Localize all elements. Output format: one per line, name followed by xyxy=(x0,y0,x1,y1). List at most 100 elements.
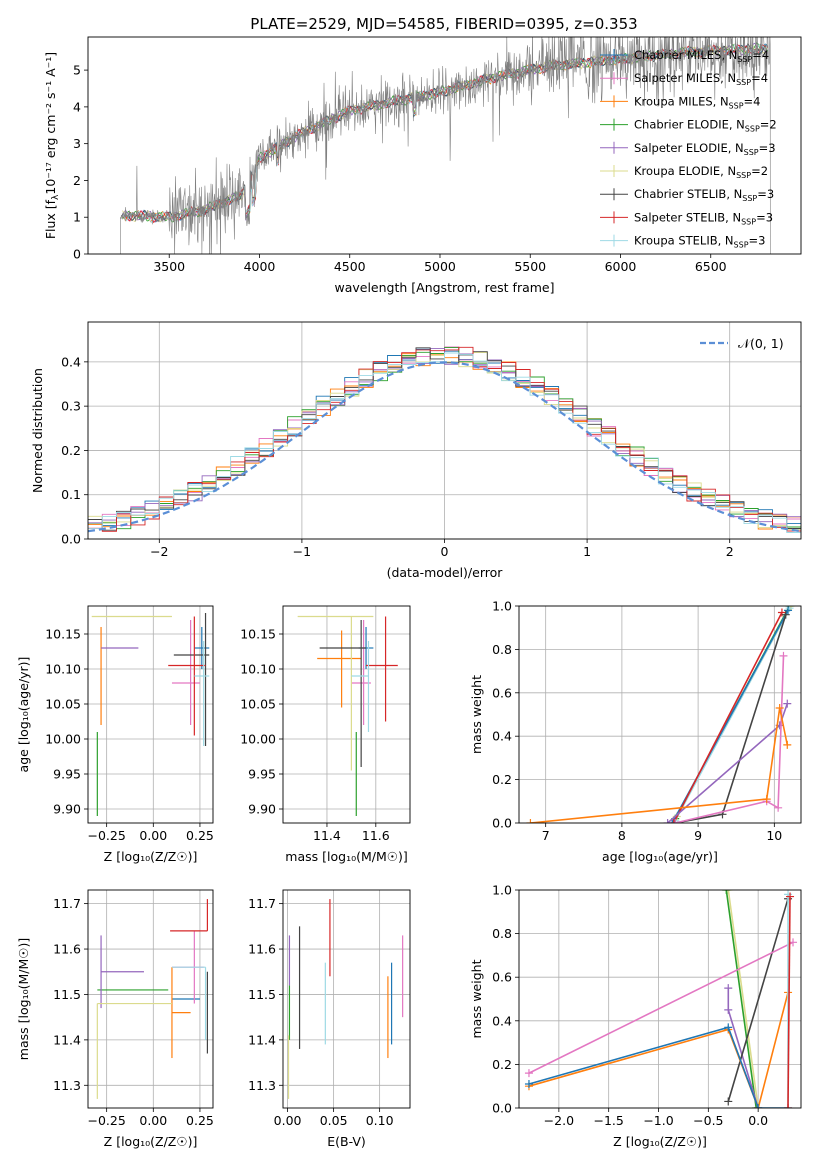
chart-age_vs_Z: −0.25 0.00 0.25 9.90 9.95 10.00 10.05 10.10 10.1… xyxy=(16,605,214,864)
y-tick-label: 0.2 xyxy=(492,772,512,787)
legend-label: Chabrier MILES, NSSP=4 xyxy=(634,48,769,64)
weight-line xyxy=(528,941,794,1074)
data-point xyxy=(171,967,191,1059)
weight-marker xyxy=(774,803,783,812)
y-tick-label: 0.3 xyxy=(61,399,81,414)
legend-entry: Kroupa MILES, NSSP=4 xyxy=(600,94,760,110)
y-tick-label: 11.6 xyxy=(248,942,276,957)
chart-weight_vs_Z: −2.0 −1.5 −1.0 −0.5 0.0 0.0 0.2 0.4 0.6 0.8 1.0 Z [… xyxy=(469,883,802,1149)
x-axis-label: Z [log₁₀(Z/Z☉)] xyxy=(104,849,198,864)
x-tick-label: 9 xyxy=(694,828,702,843)
y-tick-label: 11.7 xyxy=(248,896,276,911)
x-tick-label: 0.00 xyxy=(139,828,167,843)
y-tick-label: 0.2 xyxy=(61,443,81,458)
chart-mass_vs_ebv: 0.00 0.05 0.10 11.3 11.4 11.5 11.6 11.7 E(B-V) xyxy=(248,889,411,1149)
y-tick-label: 0.1 xyxy=(61,487,81,502)
axes-frame xyxy=(518,605,802,824)
x-tick-label: 0.25 xyxy=(186,828,214,843)
x-tick-label: −2 xyxy=(150,544,168,559)
weight-marker xyxy=(671,819,680,823)
y-axis-label: mass weight xyxy=(469,675,484,754)
legend-label: Kroupa STELIB, NSSP=3 xyxy=(634,234,765,250)
weight-marker xyxy=(784,1104,793,1108)
y-tick-label: 0 xyxy=(73,247,81,262)
x-tick-label: 6500 xyxy=(695,259,727,274)
x-tick-label: 5500 xyxy=(514,259,546,274)
y-tick-label: 9.90 xyxy=(248,802,276,817)
plot-area xyxy=(287,899,404,1099)
weight-marker xyxy=(669,819,678,823)
legend-label: Salpeter STELIB, NSSP=3 xyxy=(634,210,773,226)
weight-series xyxy=(526,703,792,823)
y-axis-label: Flux [fλ10⁻¹⁷ erg cm⁻² s⁻¹ A⁻¹] xyxy=(43,52,61,239)
legend-entry: Kroupa STELIB, NSSP=3 xyxy=(600,234,765,250)
x-tick-label: 2 xyxy=(726,544,734,559)
x-tick-label: −1.0 xyxy=(643,1113,673,1128)
y-tick-label: 0.4 xyxy=(61,354,81,369)
x-tick-label: 8 xyxy=(618,828,626,843)
legend-entry: Kroupa ELODIE, NSSP=2 xyxy=(600,164,768,180)
x-axis-label: Z [log₁₀(Z/Z☉)] xyxy=(613,1134,707,1149)
weight-marker xyxy=(784,606,793,615)
chart-residuals: −2 −1 0 1 2 0.0 0.1 0.2 0.3 0.4 (data-model)/error… xyxy=(30,321,802,580)
weight-marker xyxy=(724,1023,733,1032)
y-tick-label: 0.6 xyxy=(492,685,512,700)
y-tick-label: 11.4 xyxy=(53,1032,81,1047)
y-tick-label: 10.00 xyxy=(240,732,276,747)
y-tick-label: 9.95 xyxy=(53,767,81,782)
weight-marker xyxy=(524,1069,533,1078)
y-tick-label: 2 xyxy=(73,173,81,188)
x-tick-label: −0.25 xyxy=(88,1113,126,1128)
y-tick-label: 0.8 xyxy=(492,926,512,941)
weight-line xyxy=(727,890,759,1108)
y-tick-label: 10.10 xyxy=(240,662,276,677)
data-point xyxy=(366,616,398,722)
axes-frame xyxy=(282,605,411,824)
y-tick-label: 0.4 xyxy=(492,1013,512,1028)
y-tick-label: 10.05 xyxy=(240,697,276,712)
weight-marker xyxy=(783,740,792,749)
y-tick-label: 1 xyxy=(73,210,81,225)
legend-entry: Chabrier STELIB, NSSP=3 xyxy=(600,187,774,203)
legend-entry: Salpeter MILES, NSSP=4 xyxy=(600,71,768,87)
weight-line xyxy=(787,896,791,1108)
weight-marker xyxy=(724,1097,733,1106)
x-tick-label: 11.6 xyxy=(362,828,390,843)
y-tick-label: 11.3 xyxy=(248,1078,276,1093)
y-tick-label: 3 xyxy=(73,136,81,151)
weight-marker xyxy=(722,890,731,894)
legend-label: Chabrier ELODIE, NSSP=2 xyxy=(634,118,777,134)
residual-histogram xyxy=(88,352,801,533)
x-axis-label: age [log₁₀(age/yr)] xyxy=(602,849,718,864)
legend-entry: Chabrier ELODIE, NSSP=2 xyxy=(600,118,777,134)
plot-area xyxy=(91,613,210,816)
y-tick-label: 11.4 xyxy=(248,1032,276,1047)
weight-marker xyxy=(724,890,733,894)
residual-histogram xyxy=(88,346,801,532)
legend-entry: Salpeter STELIB, NSSP=3 xyxy=(600,210,773,226)
data-point xyxy=(100,935,144,1009)
legend-entry: Chabrier MILES, NSSP=4 xyxy=(600,48,769,64)
weight-marker xyxy=(779,651,788,660)
data-point xyxy=(351,641,370,732)
weight-line xyxy=(528,1026,788,1108)
x-tick-label: 5000 xyxy=(424,259,456,274)
weight-marker xyxy=(752,1104,761,1108)
legend: 𝒩(0, 1) xyxy=(700,336,784,351)
weight-line xyxy=(725,890,757,1108)
plot-area xyxy=(526,606,796,823)
y-tick-label: 10.00 xyxy=(45,732,81,747)
plot-area xyxy=(524,890,798,1108)
weight-marker xyxy=(724,984,733,993)
figure-title: PLATE=2529, MJD=54585, FIBERID=0395, z=0… xyxy=(250,15,637,33)
plot-area xyxy=(88,346,801,533)
weight-series xyxy=(663,699,792,823)
data-spectrum-line xyxy=(120,37,771,254)
plot-area xyxy=(96,899,209,1099)
x-tick-label: 0.25 xyxy=(186,1113,214,1128)
weight-marker xyxy=(524,1080,533,1089)
data-point xyxy=(319,620,367,767)
chart-age_vs_mass: 11.4 11.6 9.90 9.95 10.00 10.05 10.10 10.15 mass… xyxy=(240,605,411,864)
y-tick-label: 10.05 xyxy=(45,697,81,712)
axes-frame xyxy=(282,889,411,1109)
